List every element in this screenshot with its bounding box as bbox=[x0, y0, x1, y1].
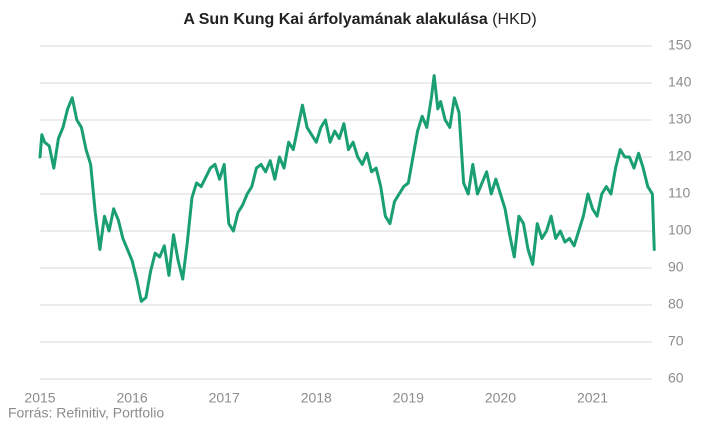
chart-title: A Sun Kung Kai árfolyamának alakulása (H… bbox=[183, 11, 536, 28]
x-tick-label: 2017 bbox=[209, 390, 240, 406]
x-tick-label: 2016 bbox=[117, 390, 148, 406]
y-tick-label: 90 bbox=[668, 259, 684, 275]
price-line bbox=[38, 74, 656, 303]
title-main: A Sun Kung Kai árfolyamának alakulása bbox=[183, 11, 488, 28]
y-tick-label: 150 bbox=[668, 37, 692, 53]
y-tick-label: 120 bbox=[668, 148, 692, 164]
x-tick-label: 2018 bbox=[301, 390, 332, 406]
y-tick-label: 140 bbox=[668, 74, 692, 90]
y-tick-label: 130 bbox=[668, 111, 692, 127]
y-tick-label: 110 bbox=[668, 185, 691, 201]
x-tick-label: 2015 bbox=[24, 390, 55, 406]
y-tick-label: 80 bbox=[668, 296, 684, 312]
x-tick-label: 2019 bbox=[393, 390, 424, 406]
title-unit: (HKD) bbox=[492, 11, 536, 28]
y-tick-label: 70 bbox=[668, 333, 684, 349]
y-tick-label: 100 bbox=[668, 222, 692, 238]
y-tick-label: 60 bbox=[668, 370, 684, 386]
x-tick-label: 2021 bbox=[577, 390, 608, 406]
x-tick-label: 2020 bbox=[485, 390, 516, 406]
source: Forrás: Refinitiv, Portfolio bbox=[8, 405, 164, 421]
